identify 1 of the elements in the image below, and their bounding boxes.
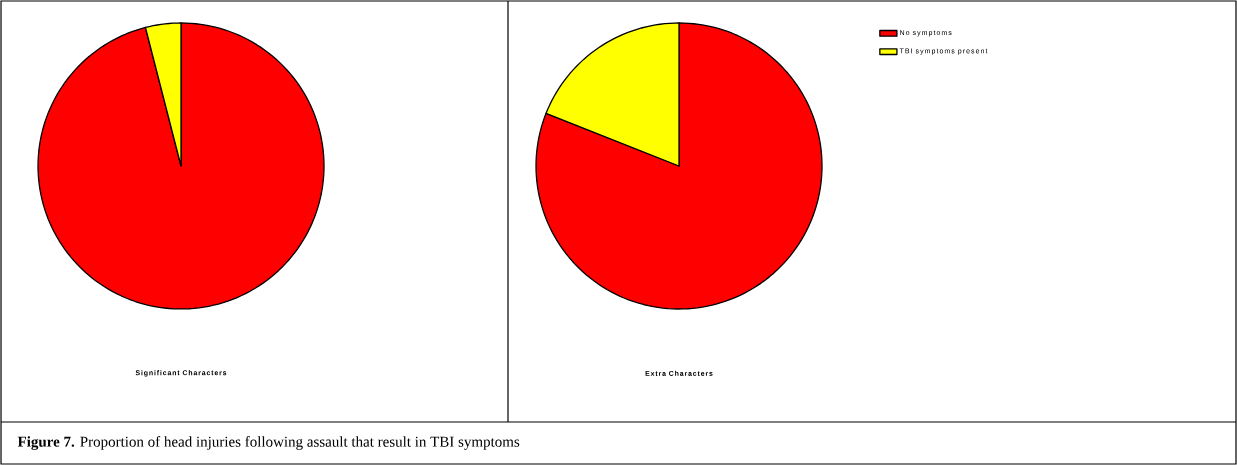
text: Figure 7. Proportion of head injuries following assault that result in TBI symptoms <box>17 436 520 450</box>
